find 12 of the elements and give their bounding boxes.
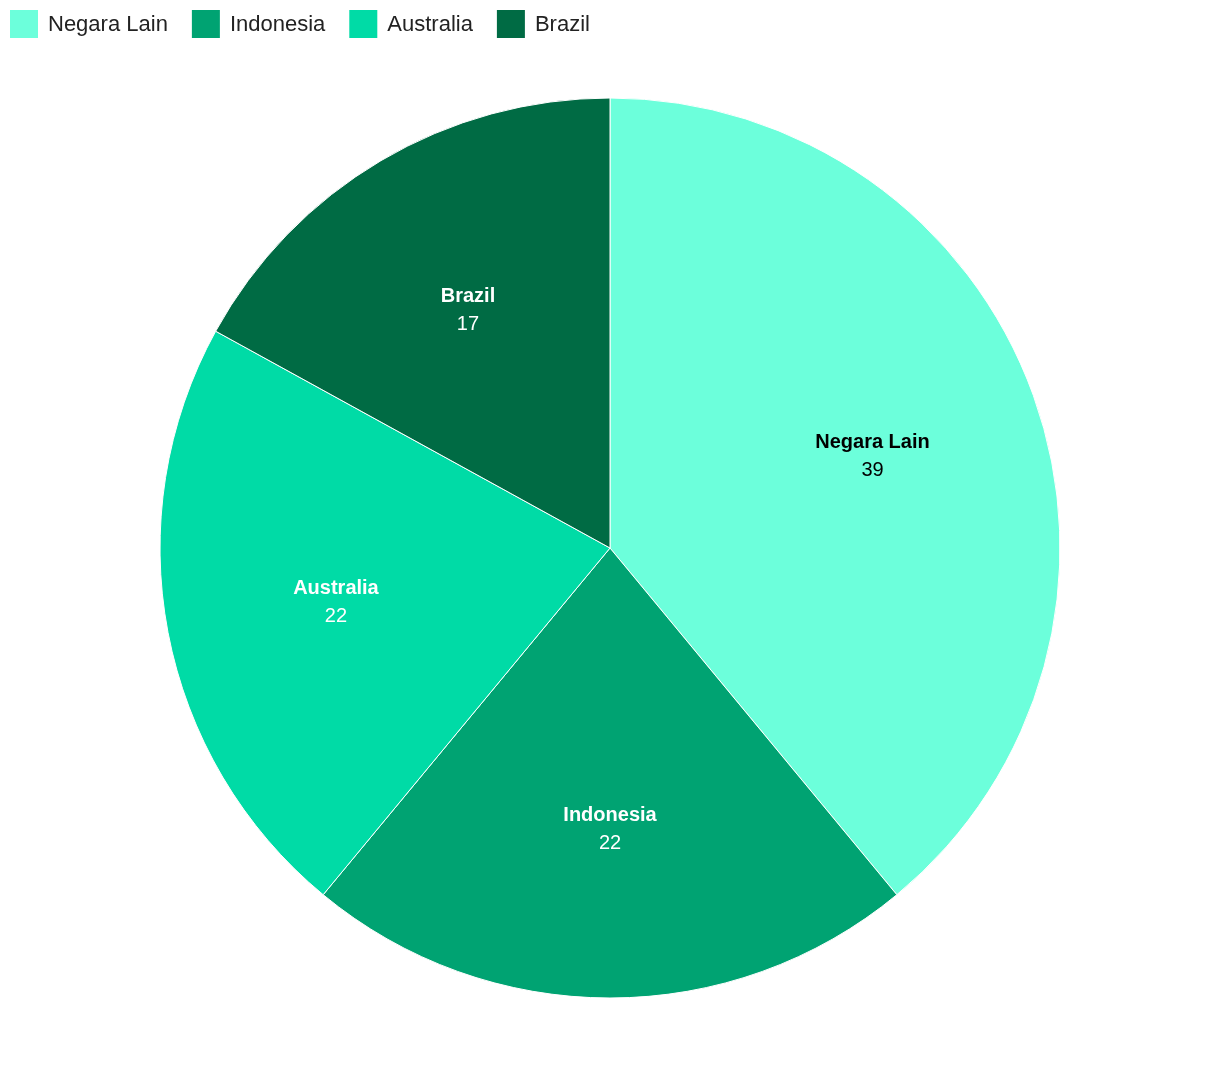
- data-label: 17: [456, 311, 480, 334]
- slice-label: Indonesia: [563, 803, 658, 825]
- legend-label: Australia: [387, 11, 474, 36]
- data-label: 39: [861, 457, 884, 480]
- legend-label: Negara Lain: [48, 11, 168, 36]
- legend-label: Indonesia: [229, 11, 327, 36]
- slice-label: Negara Lain: [815, 429, 930, 452]
- slice-label: Australia: [293, 576, 380, 599]
- data-label: 22: [598, 831, 622, 853]
- data-label: 22: [324, 604, 348, 627]
- legend-label: Brazil: [534, 11, 590, 36]
- slice-label: Brazil: [440, 283, 496, 306]
